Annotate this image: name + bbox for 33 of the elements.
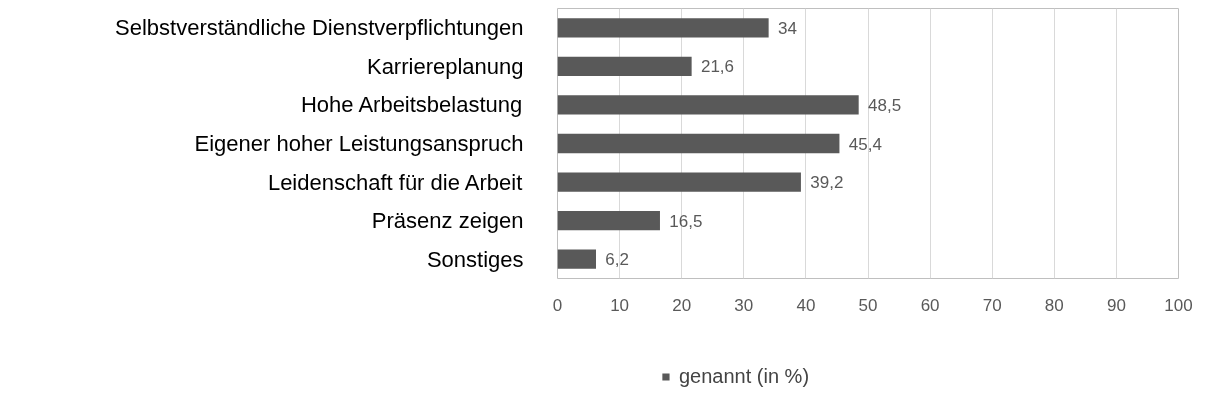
bar [557,18,769,38]
bar [557,249,596,269]
bar [557,95,859,115]
x-tick-label: 40 [796,295,816,315]
bar [557,56,692,76]
bar [557,172,801,192]
y-tick-label: Selbstverständliche Dienstverpflichtungen [115,15,524,41]
x-tick-label: 90 [1106,295,1126,315]
y-tick-label: Karriereplanung [366,53,524,79]
y-tick-label: Eigener hoher Leistungsanspruch [194,131,524,156]
x-tick-label: 100 [1164,295,1193,315]
x-tick-label: 70 [982,295,1002,315]
x-tick-label: 30 [734,295,754,315]
x-tick-label: 50 [858,295,878,315]
data-label: 45,4 [848,134,882,154]
data-label: 39,2 [810,173,844,193]
data-label: 6,2 [605,250,629,270]
bar [557,211,660,231]
data-label: 48,5 [868,95,902,115]
y-tick-label: Hohe Arbeitsbelastung [300,92,523,118]
data-label: 34 [777,18,797,38]
bar [557,133,840,154]
data-label: 16,5 [669,211,703,231]
y-tick-label: Sonstiges [426,246,524,272]
legend-label: genannt (in %) [678,364,810,388]
y-tick-label: Präsenz zeigen [371,208,524,234]
x-tick-label: 20 [672,295,692,315]
y-tick-label: Leidenschaft für die Arbeit [267,169,523,195]
x-tick-label: 10 [610,295,630,315]
x-tick-label: 80 [1044,295,1064,315]
x-tick-label: 60 [920,295,940,315]
x-tick-label: 0 [552,295,563,315]
data-label: 21,6 [700,57,735,77]
